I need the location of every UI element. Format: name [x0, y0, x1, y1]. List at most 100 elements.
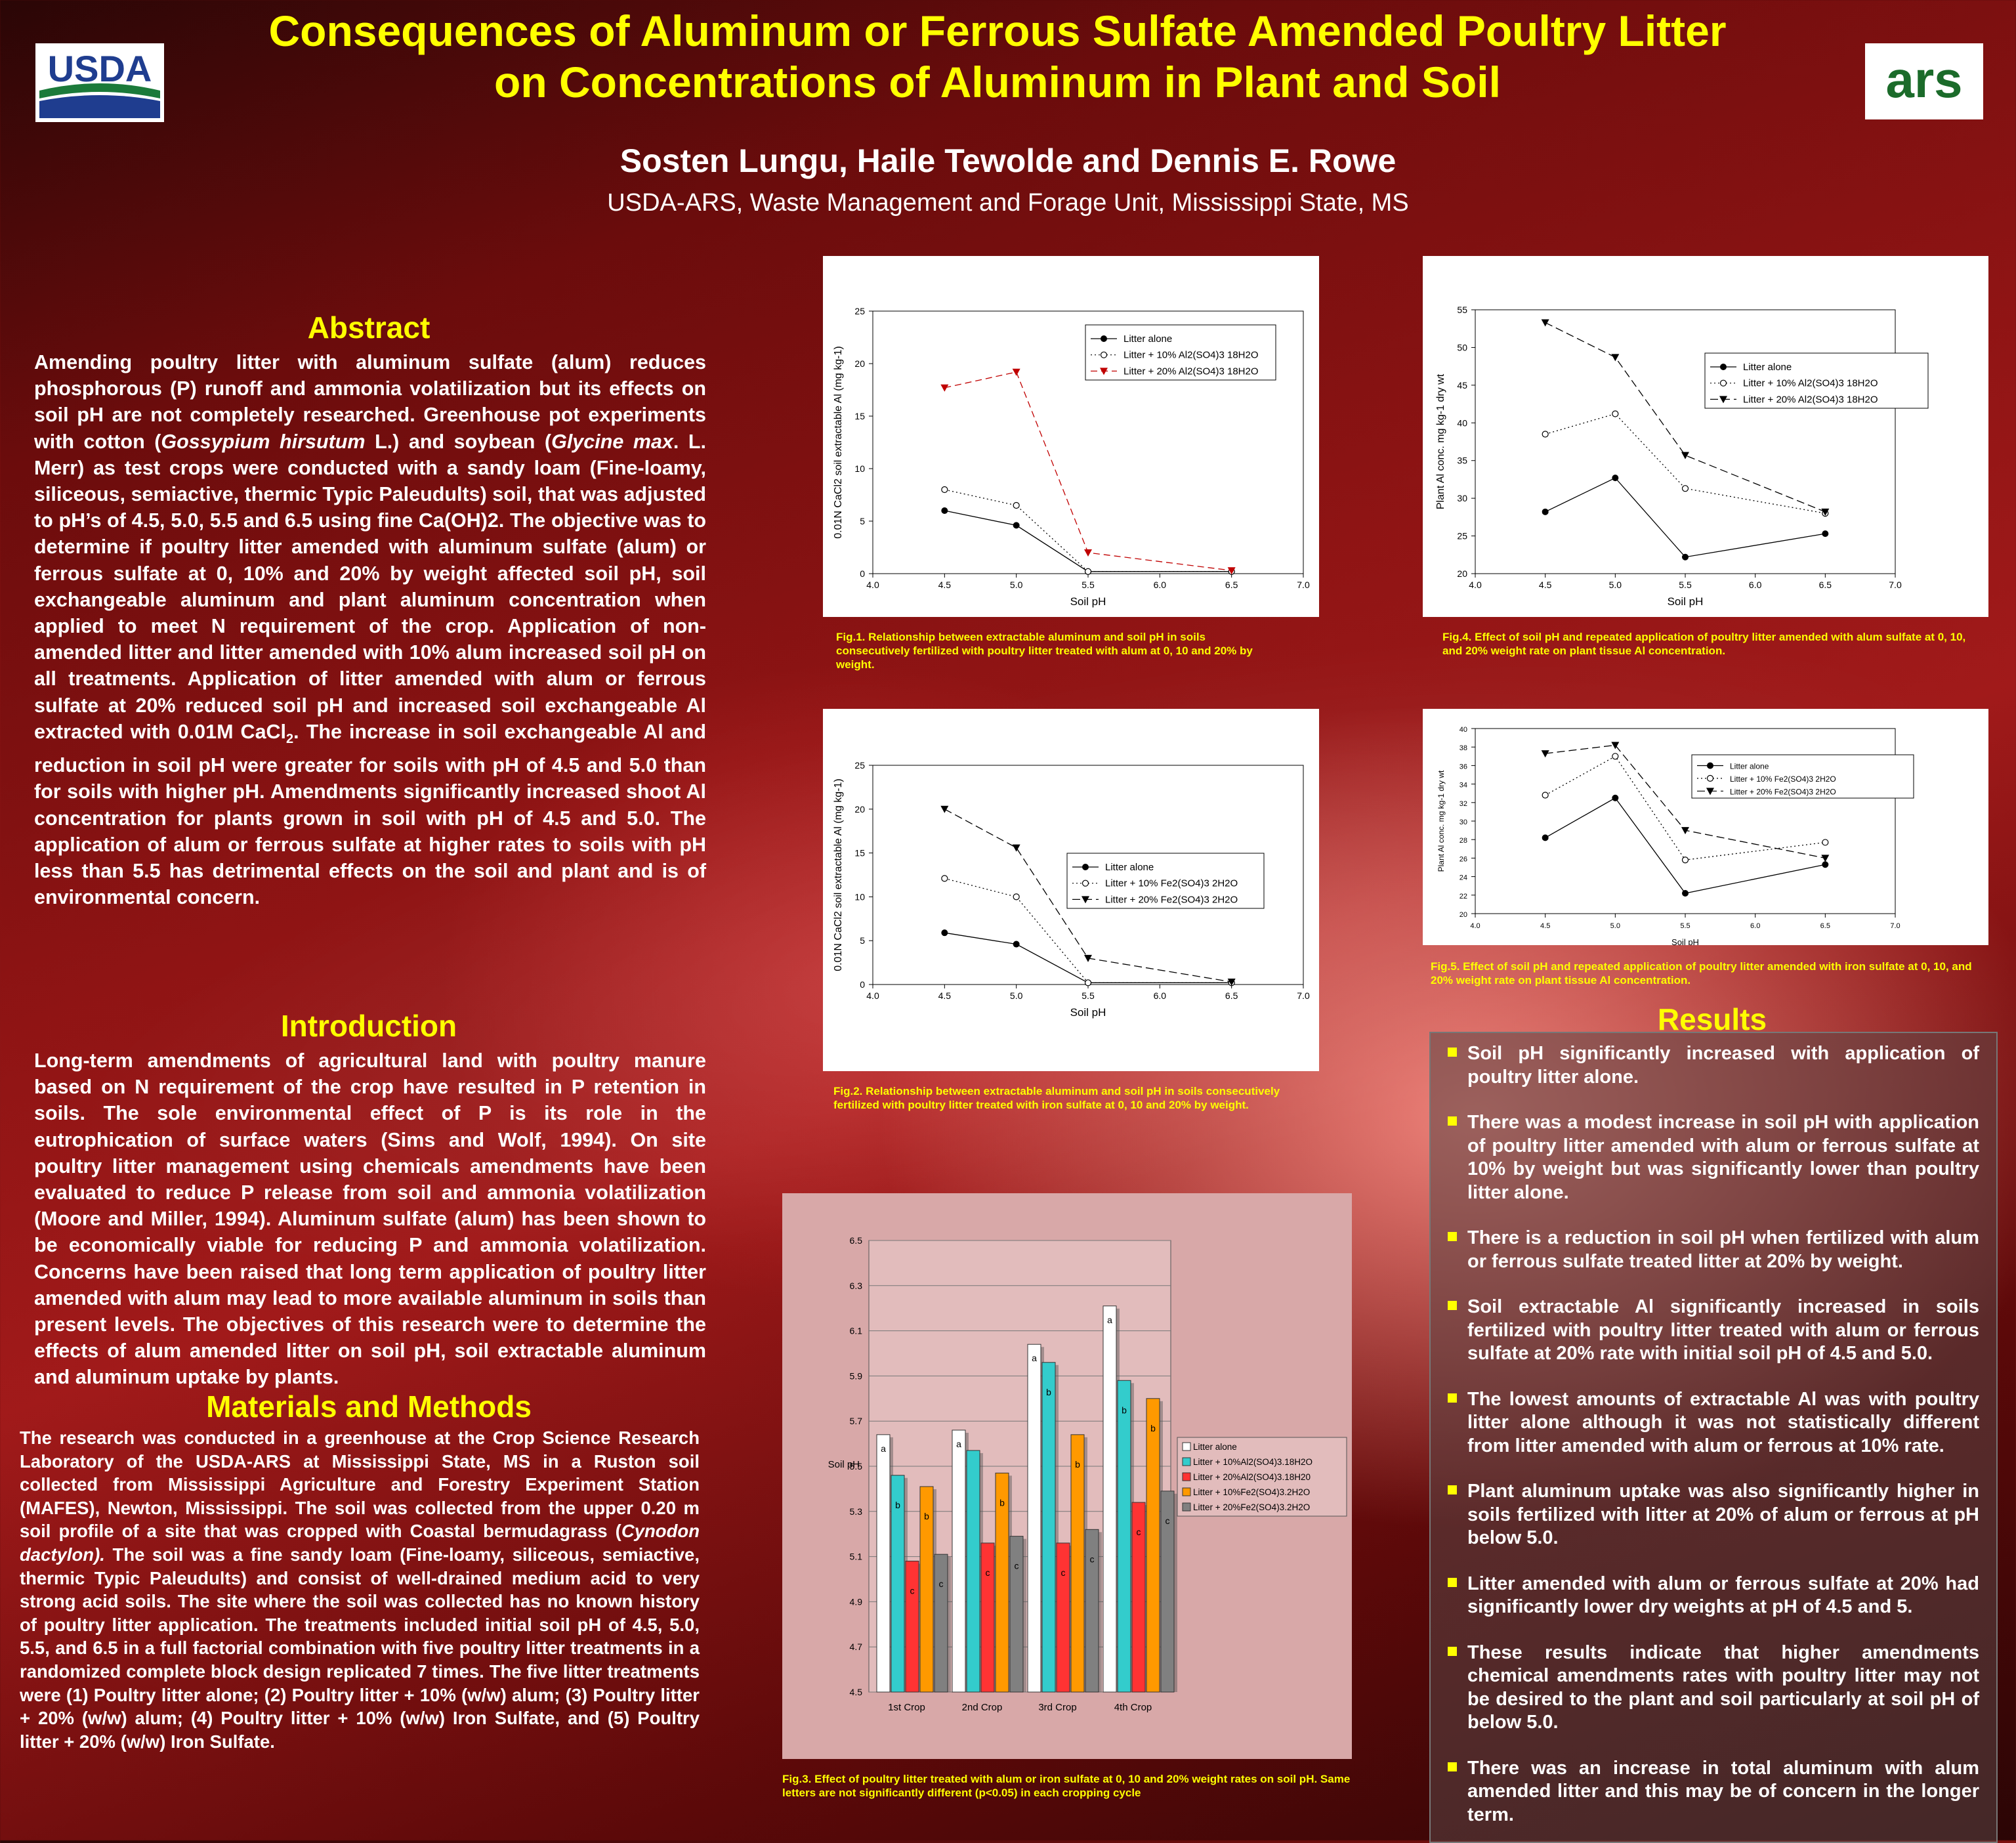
data-point	[1227, 978, 1236, 986]
y-tick-label: 6.1	[850, 1326, 863, 1336]
significance-letter: a	[1032, 1353, 1037, 1363]
result-text: Plant aluminum uptake was also significa…	[1467, 1481, 1979, 1548]
bar-shadow	[1174, 1493, 1177, 1692]
significance-letter: a	[956, 1439, 961, 1449]
fig4-panel: 4.0 4.5 5.0 5.5 6.0 6.5 7.0 20 25 30 35 40 45 50 55 Soi…	[1423, 256, 1988, 617]
data-point	[1013, 501, 1020, 509]
significance-letter: a	[1107, 1315, 1112, 1325]
data-point	[1612, 753, 1619, 760]
x-tick-label: 7.0	[1890, 922, 1900, 930]
result-item: Litter amended with alum or ferrous sulf…	[1431, 1573, 1996, 1619]
x-tick-label: 4.5	[938, 580, 952, 590]
bar	[966, 1450, 980, 1693]
series-line	[1545, 744, 1826, 859]
significance-letter: a	[881, 1443, 886, 1454]
abstract-heading: Abstract	[307, 310, 430, 345]
plot-frame	[1475, 309, 1896, 574]
x-axis-label: Soil pH	[1671, 937, 1699, 945]
legend-label: Litter + 10%Al2(SO4)3.18H2O	[1193, 1457, 1312, 1467]
data-point	[1681, 827, 1689, 835]
svg-text:USDA: USDA	[48, 48, 152, 89]
legend-label: Litter alone	[1193, 1442, 1237, 1452]
fig3-chart: 4.5 4.7 4.9 5.1 5.3 5.5 5.7 5.9 6.1 6.3 6.5 Soil pH…	[828, 1235, 1347, 1713]
legend-swatch	[1182, 1487, 1191, 1496]
bullet-square-icon	[1448, 1301, 1457, 1310]
y-tick-label: 5.7	[850, 1416, 863, 1426]
fig5-panel: 4.0 4.5 5.0 5.5 6.0 6.5 7.0 20 22 24 26 28 30 32 34 36 3…	[1423, 709, 1988, 947]
legend-swatch	[1182, 1457, 1191, 1466]
result-text: Litter amended with alum or ferrous sulf…	[1467, 1573, 1979, 1618]
series-line	[944, 932, 1232, 983]
x-tick-label: 4.5	[1539, 580, 1552, 590]
fig4-chart: 4.0 4.5 5.0 5.5 6.0 6.5 7.0 20 25 30 35 40 45 50 55 Soi…	[1435, 305, 1929, 608]
svg-text:ars: ars	[1885, 51, 1962, 108]
legend-label: Litter + 20%Fe2(SO4)3.2H2O	[1193, 1502, 1310, 1512]
data-point	[1611, 742, 1620, 750]
data-point	[1612, 794, 1619, 801]
bar	[1146, 1398, 1160, 1693]
significance-letter: b	[1150, 1423, 1156, 1433]
x-tick-label: 1st Crop	[888, 1702, 925, 1713]
data-point	[941, 929, 948, 937]
legend-label: Litter + 20% Al2(SO4)3 18H2O	[1124, 366, 1259, 377]
y-tick-label: 55	[1457, 305, 1467, 315]
bar	[934, 1554, 948, 1693]
legend-label: Litter + 10%Fe2(SO4)3.2H2O	[1193, 1487, 1310, 1497]
x-tick-label: 4.5	[1540, 922, 1550, 930]
series-line	[1545, 413, 1826, 514]
data-point	[1541, 319, 1549, 327]
fig4-caption: Fig.4. Effect of soil pH and repeated ap…	[1442, 631, 1966, 657]
fig2-caption: Fig.2. Relationship between extractable …	[833, 1085, 1280, 1111]
fig3-caption: Fig.3. Effect of poultry litter treated …	[782, 1773, 1351, 1799]
y-tick-label: 25	[854, 306, 865, 316]
data-point	[1821, 508, 1830, 516]
x-axis-label: Soil pH	[1070, 1006, 1106, 1019]
bar	[980, 1542, 995, 1693]
x-tick-label: 6.5	[1225, 580, 1238, 590]
bar	[1041, 1362, 1056, 1693]
legend-swatch	[1182, 1502, 1191, 1512]
x-tick-label: 2nd Crop	[962, 1702, 1003, 1713]
data-point	[1611, 354, 1620, 362]
series-line	[1545, 322, 1826, 513]
bar	[1070, 1434, 1085, 1693]
legend-box	[1066, 853, 1265, 909]
x-tick-label: 4.0	[866, 580, 879, 590]
result-text: These results indicate that higher amend…	[1467, 1642, 1979, 1733]
legend-label: Litter + 20% Fe2(SO4)3 2H2O	[1730, 787, 1836, 796]
bar	[1009, 1536, 1024, 1693]
data-point	[1082, 879, 1089, 887]
y-tick-label: 36	[1460, 763, 1467, 771]
y-tick-label: 34	[1460, 782, 1467, 790]
significance-letter: b	[999, 1497, 1005, 1508]
result-text: Soil pH significantly increased with app…	[1467, 1043, 1979, 1088]
y-tick-label: 10	[854, 891, 865, 902]
bar-shadow	[1055, 1365, 1059, 1692]
significance-letter: c	[1090, 1554, 1095, 1564]
x-tick-label: 7.0	[1889, 580, 1902, 590]
legend-label: Litter alone	[1743, 362, 1792, 373]
y-tick-label: 5.9	[850, 1370, 863, 1381]
significance-letter: b	[895, 1500, 900, 1510]
result-item: There was an increase in total aluminum …	[1431, 1757, 1996, 1827]
x-tick-label: 5.0	[1010, 990, 1023, 1001]
x-tick-label: 6.0	[1154, 990, 1167, 1001]
data-point	[1719, 379, 1727, 387]
y-tick-label: 25	[1457, 531, 1467, 541]
x-tick-label: 4.0	[866, 990, 879, 1001]
y-tick-label: 5.1	[850, 1552, 863, 1562]
fig1-chart: 4.0 4.5 5.0 5.5 6.0 6.5 7.0 0 5 10 15 20 25 Soil pH 0.…	[833, 306, 1310, 608]
y-tick-label: 40	[1460, 726, 1467, 734]
x-tick-label: 5.5	[1680, 922, 1690, 930]
y-tick-label: 30	[1460, 818, 1467, 826]
data-point	[940, 805, 949, 813]
result-item: Soil extractable Al significantly increa…	[1431, 1296, 1996, 1366]
x-tick-label: 5.0	[1609, 580, 1622, 590]
data-point	[941, 507, 948, 514]
result-item: Plant aluminum uptake was also significa…	[1431, 1480, 1996, 1550]
data-point	[1682, 553, 1689, 561]
series-line	[944, 809, 1232, 983]
series-line	[1545, 755, 1826, 860]
x-tick-label: 6.5	[1820, 922, 1830, 930]
legend-label: Litter + 20% Fe2(SO4)3 2H2O	[1105, 894, 1238, 905]
